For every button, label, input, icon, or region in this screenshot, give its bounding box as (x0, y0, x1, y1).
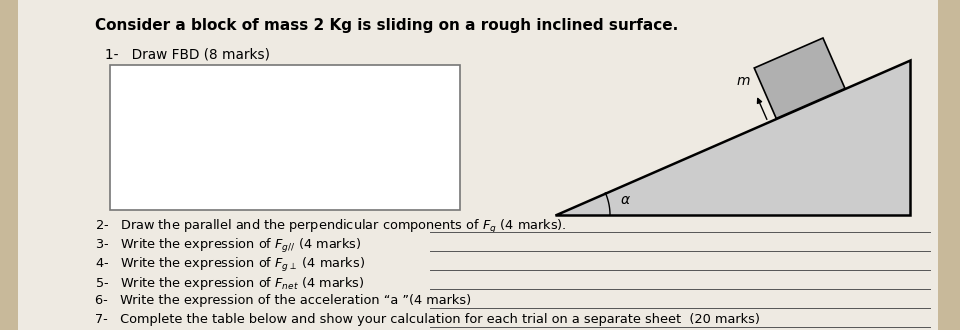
Text: 5-   Write the expression of $F_{net}$ (4 marks): 5- Write the expression of $F_{net}$ (4 … (95, 275, 365, 292)
Text: $\alpha$: $\alpha$ (620, 193, 631, 207)
Bar (110, 65, 460, 210)
Text: 2-   Draw the parallel and the perpendicular components of $F_g$ (4 marks).: 2- Draw the parallel and the perpendicul… (95, 218, 566, 236)
Text: 4-   Write the expression of $F_{g\perp}$ (4 marks): 4- Write the expression of $F_{g\perp}$ … (95, 256, 365, 274)
Text: 1-   Draw FBD (8 marks): 1- Draw FBD (8 marks) (105, 48, 270, 62)
Polygon shape (555, 60, 910, 215)
Text: 7-   Complete the table below and show your calculation for each trial on a sepa: 7- Complete the table below and show you… (95, 313, 760, 326)
Text: 6-   Write the expression of the acceleration “a ”(4 marks): 6- Write the expression of the accelerat… (95, 294, 471, 307)
Text: Consider a block of mass 2 Kg is sliding on a rough inclined surface.: Consider a block of mass 2 Kg is sliding… (95, 18, 679, 33)
Text: $m$: $m$ (735, 74, 750, 88)
Polygon shape (755, 38, 845, 118)
Text: 3-   Write the expression of $F_{g//}$ (4 marks): 3- Write the expression of $F_{g//}$ (4 … (95, 237, 361, 255)
